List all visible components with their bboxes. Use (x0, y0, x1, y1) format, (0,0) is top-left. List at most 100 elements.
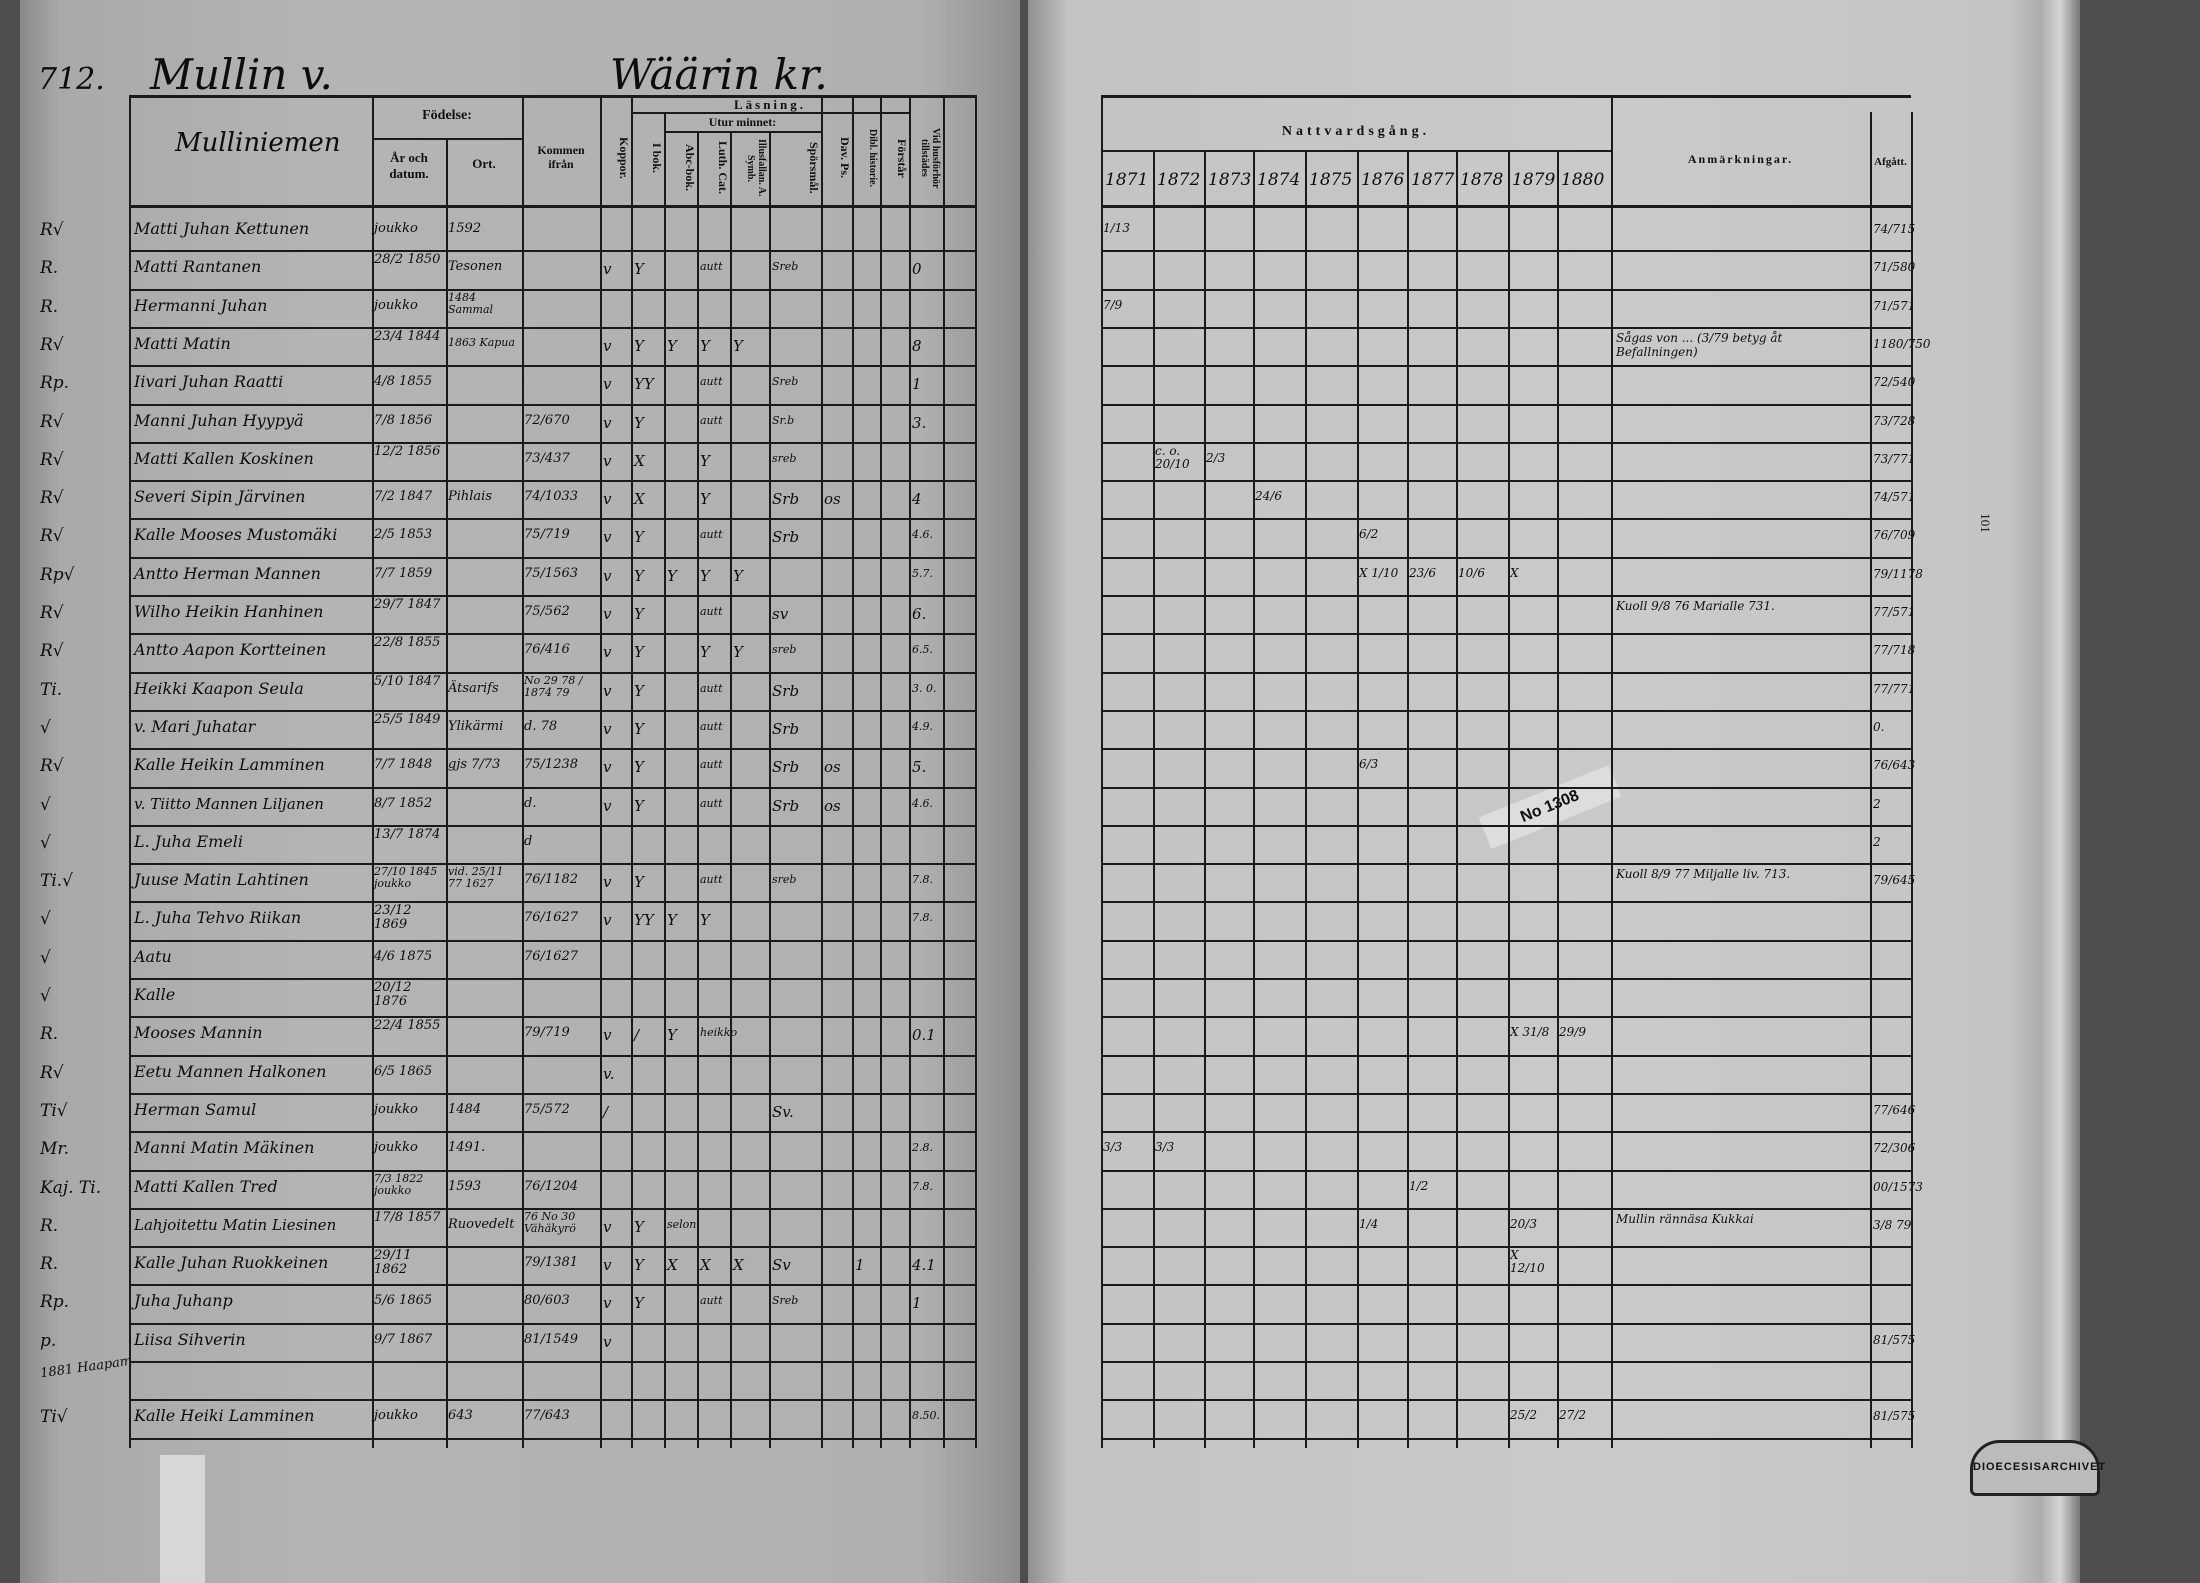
came-from: 72/670 (524, 412, 570, 428)
column-line (880, 95, 882, 1448)
departed-entry: 81/575 (1873, 1409, 1916, 1424)
reading-mark: v (603, 681, 612, 700)
header-bottom-line (1101, 205, 1911, 208)
column-line (821, 95, 823, 1448)
row-line (129, 556, 975, 559)
birth-date: 17/8 1857 (374, 1209, 441, 1225)
row-mark: Mr. (40, 1139, 70, 1160)
reading-mark: Y (634, 1256, 644, 1275)
header-top-line (1101, 95, 1911, 98)
reading-mark: sreb (772, 873, 797, 887)
year-header: 1875 (1309, 170, 1353, 190)
communion-mark: 3/3 (1103, 1140, 1123, 1155)
birth-date: 5/10 1847 (374, 673, 441, 689)
reading-mark: Srb (772, 490, 800, 509)
reading-mark: os (824, 490, 841, 509)
row-mark: √ (40, 832, 51, 853)
person-name: Eetu Mannen Halkonen (134, 1061, 327, 1081)
row-line (129, 824, 975, 827)
came-from: 75/719 (524, 527, 570, 543)
reading-mark: Y (667, 1026, 677, 1045)
departed-entry: 73/771 (1873, 451, 1916, 466)
reading-mark: 7.8. (912, 873, 933, 887)
reading-mark: 4 (912, 490, 922, 509)
column-line (1253, 150, 1255, 1448)
communion-mark: 7/9 (1103, 297, 1123, 312)
row-line (129, 1284, 975, 1287)
reading-mark: Y (667, 336, 677, 355)
archive-stamp: DIOECESISARCHIVET (1970, 1440, 2105, 1496)
row-line (129, 709, 975, 712)
departed-entry: 73/728 (1873, 413, 1916, 428)
communion-mark: X 12/10 (1510, 1248, 1545, 1276)
person-name: Wilho Heikin Hanhinen (134, 602, 324, 621)
reading-mark: sreb (772, 643, 797, 657)
person-name: Aatu (134, 946, 172, 966)
departed-entry: 71/580 (1873, 260, 1916, 275)
row-mark: Ti√ (40, 1100, 68, 1121)
row-line (129, 403, 975, 406)
came-from: 79/719 (524, 1025, 570, 1041)
reading-mark: v (603, 1256, 612, 1275)
reading-mark: X (634, 451, 645, 470)
column-line (631, 95, 633, 1448)
header-vertical: I bok. (650, 142, 664, 174)
row-mark: Rp√ (40, 564, 75, 585)
reading-mark: v (603, 605, 612, 623)
departed-entry: 76/643 (1873, 758, 1916, 773)
birth-place: Ruovedelt (448, 1216, 515, 1232)
reading-mark: Y (700, 490, 710, 509)
reading-mark: autt (700, 413, 723, 427)
reading-mark: Y (634, 605, 644, 623)
birth-place: 1491. (448, 1140, 486, 1156)
column-line (1870, 112, 1872, 1448)
birth-place: Ätsarifs (448, 680, 499, 696)
row-line (129, 518, 975, 521)
departed-entry: 77/718 (1873, 643, 1916, 658)
row-mark: √ (40, 986, 51, 1006)
row-line (1101, 901, 1911, 904)
departed-entry: 71/571 (1873, 298, 1916, 313)
person-name: Juuse Matin Lahtinen (134, 870, 309, 890)
row-mark: √ (40, 947, 51, 968)
birth-date: 22/4 1855 (374, 1018, 441, 1034)
reading-mark: v (603, 719, 612, 738)
header-vertical: Dav. Ps. (838, 137, 852, 179)
reading-mark: Y (634, 873, 644, 892)
row-line (129, 786, 975, 789)
reading-mark: autt (700, 681, 723, 695)
row-mark: R√ (40, 334, 64, 355)
departed-entry: 74/715 (1873, 222, 1916, 236)
column-line (446, 140, 448, 1448)
row-line (1101, 326, 1911, 329)
row-mark: p. (40, 1330, 57, 1351)
came-from: 75/1563 (524, 565, 579, 581)
birth-date: joukko (374, 1140, 418, 1156)
header-by-heart: Utur minnet: (708, 115, 777, 129)
reading-mark: 6.5. (912, 643, 933, 657)
row-line (129, 326, 975, 329)
reading-mark: autt (700, 873, 723, 887)
column-line (1407, 150, 1409, 1448)
reading-mark: 7.8. (912, 1179, 933, 1193)
row-line (1101, 365, 1911, 368)
birth-place: vid. 25/11 77 1627 (448, 865, 504, 891)
communion-mark: c. o. 20/10 (1155, 443, 1190, 471)
row-mark: R√ (40, 641, 64, 662)
row-line (1101, 1361, 1911, 1363)
row-mark: R√ (40, 411, 64, 432)
reading-mark: 3. (912, 413, 927, 432)
reading-mark: autt (700, 719, 723, 733)
row-line (129, 748, 975, 751)
reading-mark: Sreb (772, 260, 799, 274)
row-line (1101, 1246, 1911, 1249)
header-birth: Födelse: (422, 108, 472, 123)
reading-mark: Y (634, 413, 644, 432)
column-line (1508, 150, 1510, 1448)
person-name: Matti Rantanen (134, 257, 262, 277)
reading-mark: Y (634, 260, 644, 279)
reading-mark: Y (634, 566, 644, 585)
row-line (1101, 1054, 1911, 1057)
birth-place: gjs 7/73 (448, 757, 501, 773)
torn-paper (160, 1455, 205, 1583)
